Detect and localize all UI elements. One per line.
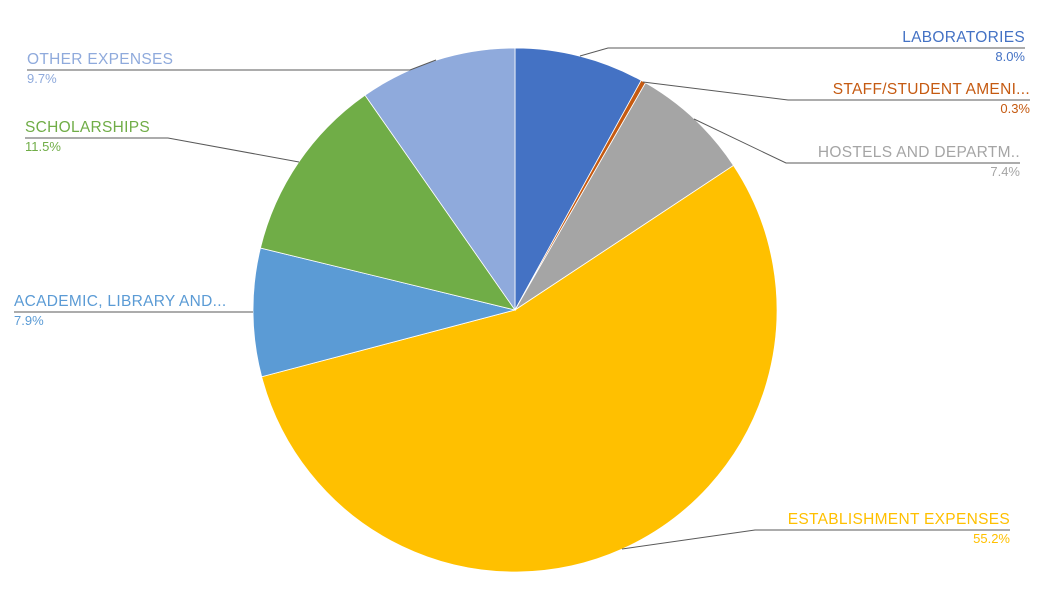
label-laboratories: LABORATORIES 8.0%	[902, 30, 1025, 64]
leader-line-other-expenses	[27, 59, 437, 71]
label-laboratories-pct: 8.0%	[995, 49, 1025, 64]
leader-line-establishment-expenses	[621, 529, 1010, 550]
label-staff-student-amenities: STAFF/STUDENT AMENI... 0.3%	[833, 82, 1030, 116]
label-academic-library-text: ACADEMIC, LIBRARY AND...	[14, 293, 227, 310]
label-establishment-expenses-pct: 55.2%	[973, 531, 1010, 546]
label-academic-library: ACADEMIC, LIBRARY AND... 7.9%	[14, 294, 227, 328]
label-staff-student-amenities-text: STAFF/STUDENT AMENI...	[832, 81, 1030, 98]
pie-slice-other-expenses[interactable]	[364, 47, 516, 312]
label-scholarships-pct: 11.5%	[25, 139, 61, 154]
label-scholarships-text: SCHOLARSHIPS	[25, 119, 151, 136]
label-hostels-and-departments-text: HOSTELS AND DEPARTM..	[817, 144, 1020, 161]
label-staff-student-amenities-pct: 0.3%	[1000, 101, 1030, 116]
label-academic-library-pct: 7.9%	[14, 313, 44, 328]
label-hostels-and-departments: HOSTELS AND DEPARTM.. 7.4%	[818, 145, 1020, 179]
leader-line-hostels-and-departm	[693, 118, 1020, 164]
label-other-expenses: OTHER EXPENSES 9.7%	[27, 52, 173, 86]
leader-line-staff-student-ameni	[642, 81, 1030, 101]
label-other-expenses-pct: 9.7%	[27, 71, 57, 86]
label-laboratories-text: LABORATORIES	[902, 29, 1025, 46]
label-hostels-and-departments-pct: 7.4%	[990, 164, 1020, 179]
label-scholarships: SCHOLARSHIPS 11.5%	[25, 120, 150, 154]
leader-line-laboratories	[579, 47, 1025, 57]
leader-line-scholarships	[25, 137, 300, 163]
label-other-expenses-text: OTHER EXPENSES	[27, 51, 174, 68]
pie-slice-academic-library-and[interactable]	[252, 247, 516, 378]
label-establishment-expenses-text: ESTABLISHMENT EXPENSES	[787, 511, 1010, 528]
label-establishment-expenses: ESTABLISHMENT EXPENSES 55.2%	[788, 512, 1010, 546]
